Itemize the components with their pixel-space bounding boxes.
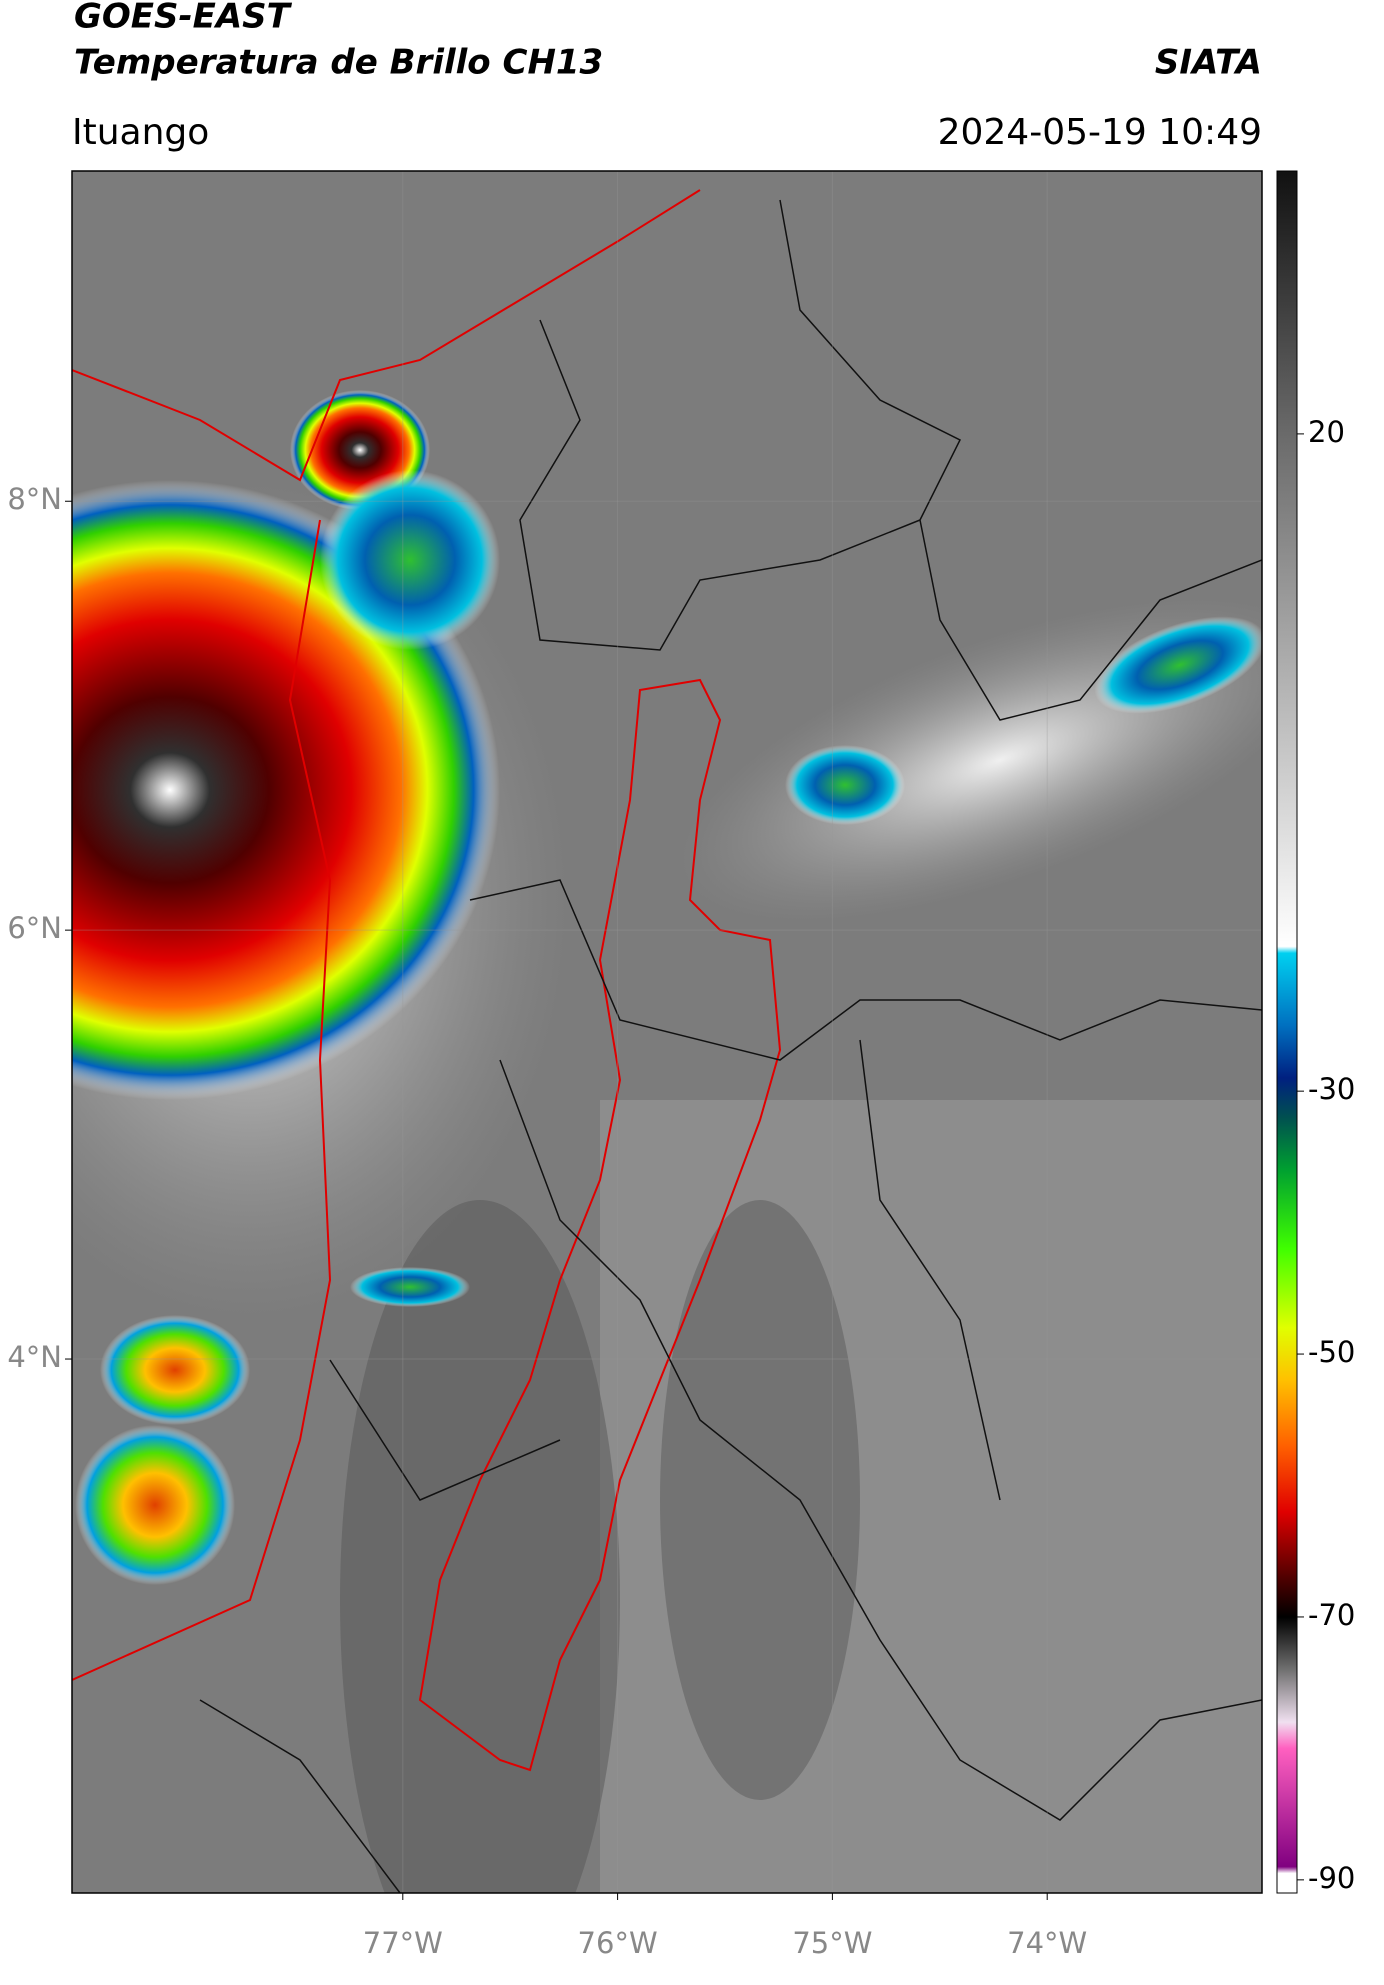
datetime: 2024-05-19 10:49 — [938, 112, 1262, 153]
subtitle: Temperatura de Brillo CH13 — [74, 43, 603, 83]
colorbar-label: -50 — [1308, 1335, 1355, 1369]
colorbar-label: -30 — [1308, 1072, 1355, 1106]
location: Ituango — [72, 112, 209, 153]
graticule — [72, 171, 1262, 1893]
lat-label: 6°N — [7, 911, 62, 945]
lon-label: 75°W — [792, 1926, 872, 1960]
colorbar-label: -70 — [1308, 1598, 1355, 1632]
colorbar-label: 20 — [1308, 415, 1345, 449]
lon-label: 74°W — [1007, 1926, 1087, 1960]
map-frame — [71, 170, 1263, 1894]
lat-label: 4°N — [7, 1340, 62, 1374]
lon-label: 76°W — [578, 1926, 658, 1960]
agency: SIATA — [1155, 43, 1262, 83]
lat-label: 8°N — [7, 482, 62, 516]
lon-label: 77°W — [363, 1926, 443, 1960]
colorbar — [1276, 170, 1298, 1894]
colorbar-label: -90 — [1308, 1861, 1355, 1895]
title: GOES-EAST — [74, 0, 293, 37]
satellite-image — [72, 171, 1262, 1893]
